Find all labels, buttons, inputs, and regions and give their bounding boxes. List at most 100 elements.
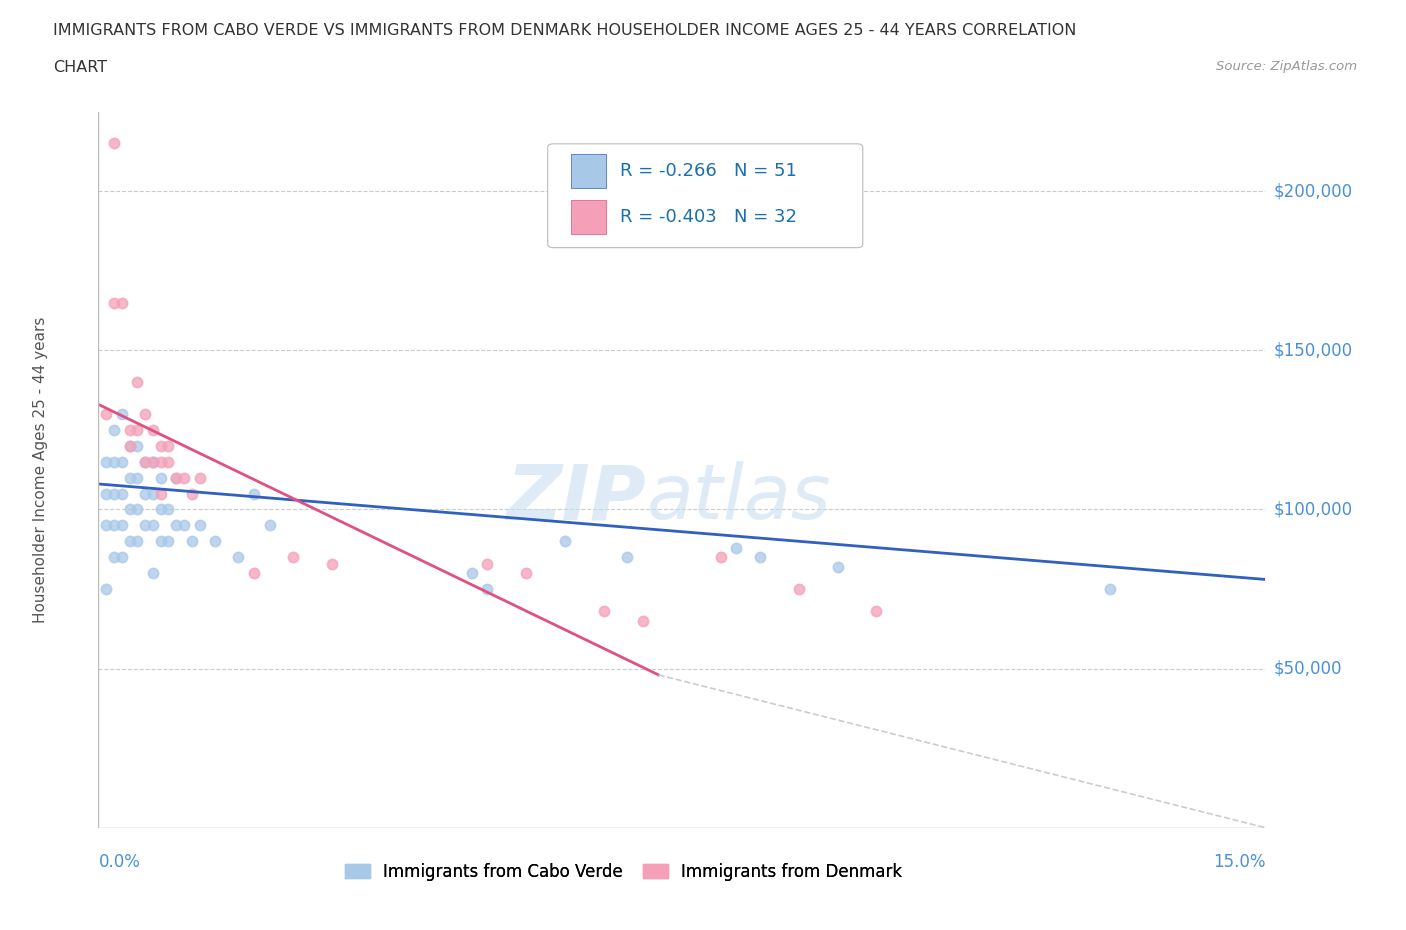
Point bbox=[134, 454, 156, 469]
Text: R = -0.403   N = 32: R = -0.403 N = 32 bbox=[620, 208, 797, 226]
Point bbox=[111, 454, 134, 469]
Point bbox=[243, 565, 266, 580]
Point bbox=[96, 581, 118, 596]
Point bbox=[149, 502, 172, 517]
Point bbox=[188, 518, 211, 533]
Text: $200,000: $200,000 bbox=[1274, 182, 1353, 200]
Point bbox=[243, 486, 266, 501]
Text: atlas: atlas bbox=[647, 461, 831, 536]
Point bbox=[134, 486, 156, 501]
Point bbox=[118, 438, 141, 453]
Point bbox=[142, 454, 165, 469]
Text: $100,000: $100,000 bbox=[1274, 500, 1353, 518]
Point bbox=[142, 518, 165, 533]
Point bbox=[1098, 581, 1121, 596]
Text: Source: ZipAtlas.com: Source: ZipAtlas.com bbox=[1216, 60, 1357, 73]
Text: IMMIGRANTS FROM CABO VERDE VS IMMIGRANTS FROM DENMARK HOUSEHOLDER INCOME AGES 25: IMMIGRANTS FROM CABO VERDE VS IMMIGRANTS… bbox=[53, 23, 1077, 38]
Point bbox=[103, 422, 125, 437]
Point bbox=[157, 438, 180, 453]
Point bbox=[165, 518, 187, 533]
Point bbox=[96, 518, 118, 533]
Text: 0.0%: 0.0% bbox=[98, 853, 141, 871]
Point bbox=[631, 614, 654, 629]
Point bbox=[103, 454, 125, 469]
Text: R = -0.266   N = 51: R = -0.266 N = 51 bbox=[620, 162, 797, 179]
Point bbox=[228, 550, 250, 565]
Point bbox=[725, 540, 748, 555]
Point bbox=[127, 534, 149, 549]
Point bbox=[515, 565, 537, 580]
Point bbox=[103, 550, 125, 565]
Point bbox=[142, 454, 165, 469]
Point bbox=[127, 422, 149, 437]
Legend: Immigrants from Cabo Verde, Immigrants from Denmark: Immigrants from Cabo Verde, Immigrants f… bbox=[337, 856, 910, 887]
Point bbox=[477, 556, 499, 571]
Text: ZIP: ZIP bbox=[508, 461, 647, 536]
Point bbox=[787, 581, 810, 596]
Point bbox=[118, 534, 141, 549]
Point bbox=[865, 604, 887, 618]
Point bbox=[180, 534, 202, 549]
Point bbox=[165, 471, 187, 485]
Point bbox=[149, 454, 172, 469]
Point bbox=[157, 502, 180, 517]
Point bbox=[180, 486, 202, 501]
Text: 15.0%: 15.0% bbox=[1213, 853, 1265, 871]
Point bbox=[134, 406, 156, 421]
Point bbox=[103, 295, 125, 310]
Point bbox=[111, 486, 134, 501]
Point bbox=[127, 438, 149, 453]
Text: $150,000: $150,000 bbox=[1274, 341, 1353, 359]
Point bbox=[111, 295, 134, 310]
Point bbox=[96, 486, 118, 501]
Text: $50,000: $50,000 bbox=[1274, 659, 1343, 678]
Point bbox=[118, 438, 141, 453]
Point bbox=[477, 581, 499, 596]
Point bbox=[118, 471, 141, 485]
Point bbox=[103, 136, 125, 151]
Point bbox=[103, 518, 125, 533]
Point bbox=[134, 518, 156, 533]
Point bbox=[118, 502, 141, 517]
Point bbox=[149, 438, 172, 453]
FancyBboxPatch shape bbox=[571, 153, 606, 188]
Point bbox=[142, 565, 165, 580]
FancyBboxPatch shape bbox=[571, 200, 606, 234]
Point bbox=[461, 565, 484, 580]
Point bbox=[118, 422, 141, 437]
Point bbox=[111, 550, 134, 565]
Point bbox=[111, 0, 134, 7]
Point bbox=[259, 518, 281, 533]
Point bbox=[142, 486, 165, 501]
Point bbox=[111, 518, 134, 533]
Point bbox=[127, 502, 149, 517]
Point bbox=[616, 550, 638, 565]
Point bbox=[96, 454, 118, 469]
FancyBboxPatch shape bbox=[548, 144, 863, 247]
Point bbox=[204, 534, 226, 549]
Point bbox=[134, 454, 156, 469]
Point bbox=[127, 471, 149, 485]
Point bbox=[149, 534, 172, 549]
Point bbox=[748, 550, 770, 565]
Point bbox=[149, 486, 172, 501]
Text: CHART: CHART bbox=[53, 60, 107, 75]
Point bbox=[173, 518, 195, 533]
Point bbox=[173, 471, 195, 485]
Point bbox=[554, 534, 576, 549]
Point bbox=[157, 534, 180, 549]
Point bbox=[593, 604, 616, 618]
Point bbox=[188, 471, 211, 485]
Point bbox=[321, 556, 343, 571]
Point bbox=[142, 422, 165, 437]
Text: Householder Income Ages 25 - 44 years: Householder Income Ages 25 - 44 years bbox=[32, 316, 48, 623]
Point bbox=[149, 471, 172, 485]
Point bbox=[827, 559, 849, 574]
Point bbox=[127, 375, 149, 390]
Point bbox=[157, 454, 180, 469]
Point bbox=[281, 550, 304, 565]
Point bbox=[165, 471, 187, 485]
Point bbox=[103, 486, 125, 501]
Point bbox=[710, 550, 733, 565]
Point bbox=[111, 406, 134, 421]
